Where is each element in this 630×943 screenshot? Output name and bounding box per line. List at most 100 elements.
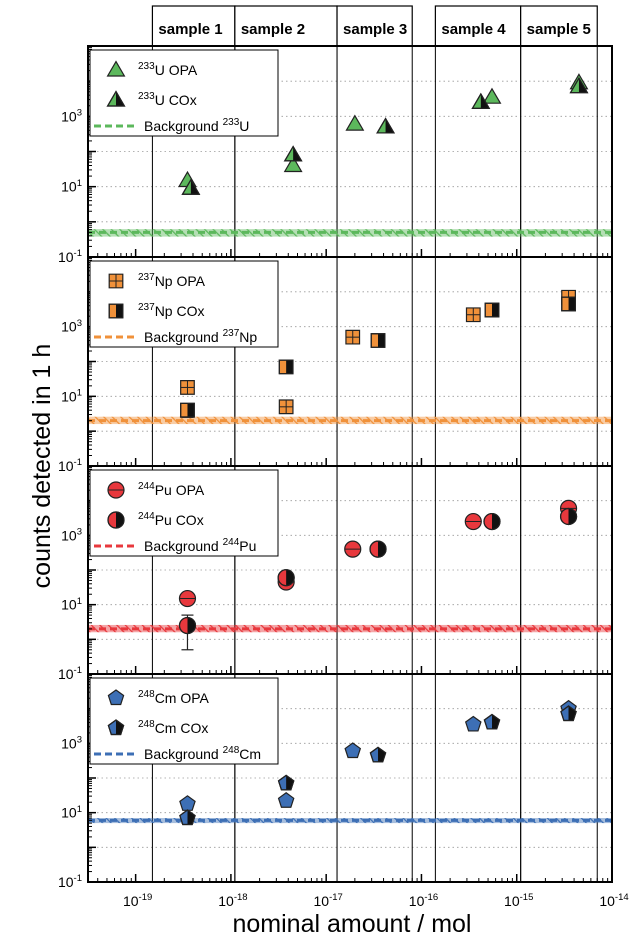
data-point <box>179 795 196 811</box>
panel-np: 10-1 101 103 237Np OPA 237Np COx Background 2… <box>58 256 613 474</box>
legend-box <box>89 677 279 765</box>
x-tick-label: 10-14 <box>599 892 629 909</box>
sample-header-label: sample 5 <box>527 21 591 38</box>
legend-label: 233U COx <box>138 91 197 108</box>
sample-header-label: sample 3 <box>343 21 407 38</box>
data-point <box>484 302 500 318</box>
data-point <box>561 296 576 312</box>
y-tick-label: 103 <box>61 526 82 543</box>
data-point <box>471 92 491 109</box>
legend-label: 248Cm COx <box>138 719 208 736</box>
legend-label: Background 248Cm <box>144 745 261 762</box>
sample-header-label: sample 1 <box>158 21 222 38</box>
data-point <box>369 540 387 558</box>
x-axis: 10-19 10-18 10-17 10-16 10-15 10-14 <box>123 892 629 909</box>
y-tick-label: 103 <box>61 734 82 751</box>
legend-marker <box>108 303 124 319</box>
data-point <box>178 616 197 635</box>
panel-cm: 10-1 101 103 248Cm OPA 248Cm COx Background 2… <box>58 673 613 890</box>
background-band <box>88 229 612 237</box>
data-point <box>483 713 501 730</box>
legend-marker <box>107 719 125 736</box>
legend-label: 244Pu OPA <box>138 481 205 498</box>
data-point <box>345 329 361 345</box>
data-point <box>483 512 501 531</box>
x-tick-label: 10-18 <box>218 892 247 909</box>
data-point <box>277 569 295 587</box>
sample-header-box <box>234 5 338 47</box>
data-point <box>344 540 362 558</box>
panel-pu: 10-1 101 103 244Pu OPA 244Pu COx Background 2… <box>58 465 613 682</box>
data-point <box>464 512 482 531</box>
sample-header-label: sample 2 <box>241 21 305 38</box>
data-point <box>464 715 482 732</box>
background-band <box>88 416 612 425</box>
legend-label: 248Cm OPA <box>138 689 210 706</box>
data-point <box>569 77 589 94</box>
panels: 10-1 101 103 233U OPA 233U COx Background 233… <box>58 45 613 890</box>
y-tick-label: 103 <box>61 318 82 335</box>
background-band <box>88 624 612 633</box>
data-point <box>344 742 362 759</box>
data-point <box>181 178 201 195</box>
y-tick-label: 10-1 <box>58 873 82 890</box>
x-tick-label: 10-17 <box>314 892 343 909</box>
x-tick-label: 10-15 <box>504 892 533 909</box>
legend-label: Background 237Np <box>144 328 257 345</box>
legend-label: 237Np COx <box>138 302 204 319</box>
data-point <box>283 145 303 162</box>
data-point <box>179 809 196 826</box>
x-tick-label: 10-19 <box>123 892 152 909</box>
series-cox <box>179 705 577 826</box>
legend-label: Background 244Pu <box>144 537 256 554</box>
series-cox <box>180 296 576 418</box>
data-point <box>278 359 294 375</box>
data-point <box>277 774 295 791</box>
legend-marker <box>106 60 126 77</box>
y-tick-label: 101 <box>61 387 82 404</box>
data-point <box>180 402 195 418</box>
series-opa <box>178 499 578 608</box>
x-tick-label: 10-16 <box>409 892 438 909</box>
data-point <box>560 705 577 722</box>
legend-marker <box>107 511 125 529</box>
data-point <box>283 155 303 173</box>
legend: 233U OPA 233U COx Background 233U <box>89 49 279 137</box>
legend-label: 244Pu COx <box>138 511 204 528</box>
legend: 244Pu OPA 244Pu COx Background 244Pu <box>89 469 279 557</box>
y-tick-label: 10-1 <box>58 457 82 474</box>
legend-box <box>89 49 279 137</box>
data-point <box>482 87 502 104</box>
background-band <box>88 818 612 824</box>
panel-frame <box>87 673 613 883</box>
data-point <box>277 792 295 808</box>
y-tick-label: 10-1 <box>58 665 82 682</box>
data-point <box>345 114 365 131</box>
x-axis-title: nominal amount / mol <box>232 910 471 938</box>
data-point <box>370 333 386 348</box>
sample-headers: sample 1 sample 2 sample 3 sample 4 sample 5 <box>151 5 598 47</box>
legend-label: Background 233U <box>144 117 249 134</box>
y-axis-title: counts detected in 1 h <box>28 344 56 589</box>
series-cox <box>181 77 589 195</box>
data-point <box>180 380 195 395</box>
legend: 237Np OPA 237Np COx Background 237Np <box>89 260 279 348</box>
sample-header-box <box>151 5 236 47</box>
series-cox <box>178 507 578 651</box>
data-point <box>376 117 396 134</box>
y-tick-label: 101 <box>61 178 82 195</box>
legend-label: 233U OPA <box>138 61 198 78</box>
sample-header-label: sample 4 <box>441 21 506 38</box>
legend-marker <box>107 689 125 706</box>
legend-label: 237Np OPA <box>138 272 206 289</box>
legend: 248Cm OPA 248Cm COx Background 248Cm <box>89 677 279 765</box>
data-point <box>465 307 481 323</box>
legend-marker <box>108 273 124 289</box>
data-point <box>178 589 197 608</box>
legend-marker <box>106 90 126 107</box>
panel-u: 10-1 101 103 233U OPA 233U COx Background 233… <box>58 45 613 265</box>
y-tick-label: 10-1 <box>58 248 82 265</box>
data-point <box>559 507 578 526</box>
data-point <box>278 399 294 415</box>
